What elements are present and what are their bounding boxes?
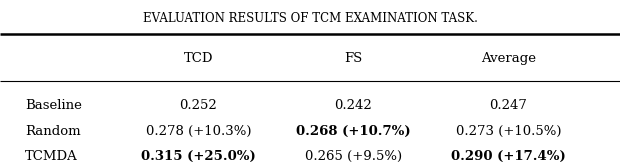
Text: 0.242: 0.242 (335, 99, 372, 112)
Text: 0.278 (+10.3%): 0.278 (+10.3%) (146, 124, 251, 138)
Text: Random: Random (25, 124, 81, 138)
Text: 0.315 (+25.0%): 0.315 (+25.0%) (141, 150, 256, 163)
Text: Average: Average (481, 52, 536, 65)
Text: FS: FS (344, 52, 363, 65)
Text: 0.252: 0.252 (180, 99, 217, 112)
Text: 0.265 (+9.5%): 0.265 (+9.5%) (305, 150, 402, 163)
Text: TCMDA: TCMDA (25, 150, 78, 163)
Text: 0.247: 0.247 (489, 99, 528, 112)
Text: 0.273 (+10.5%): 0.273 (+10.5%) (456, 124, 561, 138)
Text: Baseline: Baseline (25, 99, 82, 112)
Text: 0.268 (+10.7%): 0.268 (+10.7%) (296, 124, 410, 138)
Text: TCD: TCD (184, 52, 213, 65)
Text: EVALUATION RESULTS OF TCM EXAMINATION TASK.: EVALUATION RESULTS OF TCM EXAMINATION TA… (143, 12, 477, 25)
Text: 0.290 (+17.4%): 0.290 (+17.4%) (451, 150, 566, 163)
